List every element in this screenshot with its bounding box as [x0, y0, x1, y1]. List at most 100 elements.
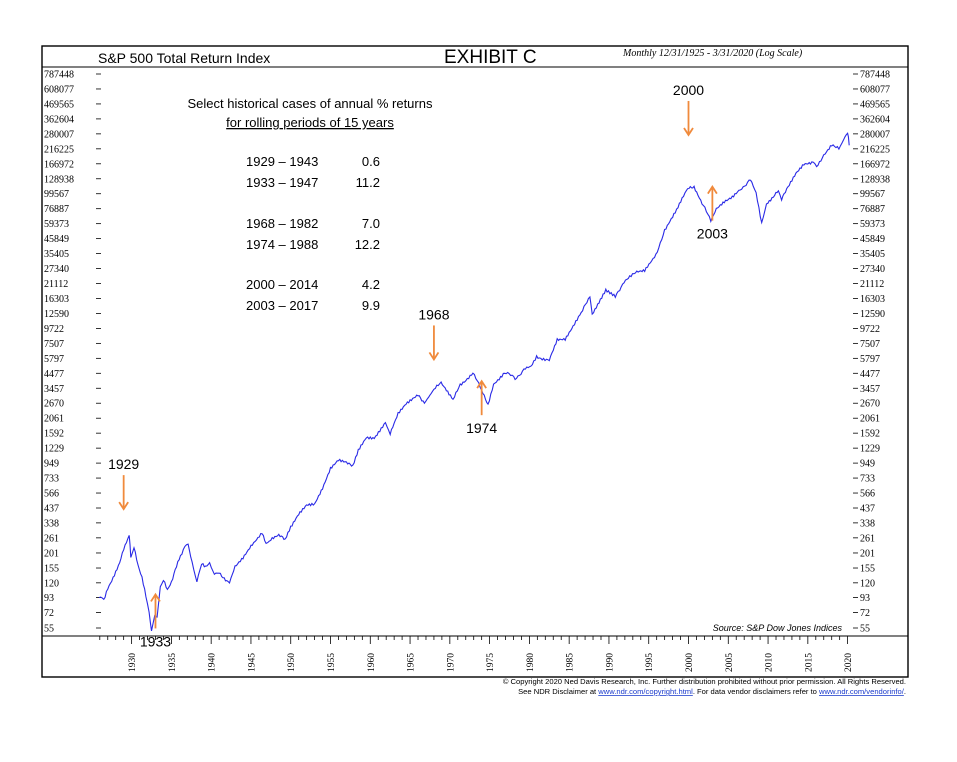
chart-title: S&P 500 Total Return Index	[98, 50, 270, 66]
y-tick-label-right: 261	[860, 533, 875, 544]
callout-label: 1968	[418, 306, 449, 322]
footer-disclaimer: See NDR Disclaimer at www.ndr.com/copyri…	[518, 687, 906, 696]
x-tick-label: 1955	[327, 653, 337, 672]
y-tick-label-right: 566	[860, 489, 875, 500]
y-tick-label-left: 166972	[44, 159, 74, 170]
x-tick-label: 1990	[605, 653, 615, 672]
case-value: 7.0	[362, 216, 380, 231]
y-tick-label-left: 45849	[44, 234, 69, 245]
x-tick-label: 1945	[247, 653, 257, 672]
y-tick-label-left: 72	[44, 608, 54, 619]
y-tick-label-left: 201	[44, 548, 59, 559]
callout-arrow-head	[683, 127, 694, 137]
callout-2000: 2000	[673, 82, 704, 137]
case-period: 1933 – 1947	[246, 175, 318, 190]
y-tick-label-left: 437	[44, 504, 59, 515]
callout-label: 2003	[697, 226, 728, 242]
case-period: 1929 – 1943	[246, 154, 318, 169]
callout-label: 2000	[673, 82, 704, 98]
y-tick-label-left: 55	[44, 624, 54, 635]
callout-arrow-head	[428, 351, 440, 362]
y-tick-label-right: 35405	[860, 249, 885, 260]
case-value: 11.2	[356, 175, 380, 190]
x-axis: 1930 1935 1940 1945 1950 1955 1960 1965 1970 1975…	[99, 636, 854, 672]
footer-disclaimer-mid: . For data vendor disclaimers refer to	[693, 687, 819, 696]
y-tick-label-right: 201	[860, 548, 875, 559]
y-tick-label-right: 7507	[860, 339, 880, 350]
source-label: Source: S&P Dow Jones Indices	[713, 623, 843, 633]
footer-link-vendorinfo[interactable]: www.ndr.com/vendorinfo/	[818, 687, 905, 696]
x-tick-label: 1985	[566, 653, 576, 672]
annotation-box: Select historical cases of annual % retu…	[188, 96, 433, 313]
y-tick-label-left: 733	[44, 474, 59, 485]
y-tick-label-right: 787448	[860, 70, 890, 81]
case-period: 2003 – 2017	[246, 298, 318, 313]
y-tick-label-right: 949	[860, 459, 875, 470]
y-tick-label-right: 12590	[860, 309, 885, 320]
y-tick-label-left: 5797	[44, 354, 64, 365]
y-tick-label-right: 155	[860, 564, 875, 575]
callout-arrow-head	[476, 379, 487, 389]
y-tick-label-right: 1592	[860, 429, 880, 440]
y-tick-label-right: 5797	[860, 354, 880, 365]
y-tick-label-left: 566	[44, 489, 59, 500]
x-tick-label: 2020	[844, 653, 854, 672]
x-tick-label: 1970	[446, 653, 456, 672]
y-tick-label-right: 76887	[860, 204, 885, 215]
callout-1933: 1933	[140, 592, 171, 649]
y-tick-label-right: 99567	[860, 189, 885, 200]
y-tick-label-right: 16303	[860, 294, 885, 305]
x-tick-label: 1960	[367, 653, 377, 672]
y-axis-right: 55 72 93 120 155 201 261 338 437 566 733 949 1229 159…	[853, 70, 890, 635]
x-tick-label: 2010	[765, 653, 775, 672]
callout-1968: 1968	[418, 306, 450, 362]
y-tick-label-right: 338	[860, 518, 875, 529]
callout-label: 1933	[140, 633, 171, 649]
y-tick-label-left: 280007	[44, 129, 74, 140]
exhibit-label: EXHIBIT C	[444, 47, 537, 68]
series-line	[98, 132, 850, 632]
callout-1929: 1929	[108, 456, 139, 511]
case-period: 1968 – 1982	[246, 216, 318, 231]
callout-1974: 1974	[466, 379, 497, 436]
y-tick-label-right: 733	[860, 474, 875, 485]
footer-link-copyright[interactable]: www.ndr.com/copyright.html	[597, 687, 693, 696]
y-axis-left: 55 72 93 120 155 201 261 338 437 566 733 949 1229 159…	[44, 70, 101, 635]
period-label: Monthly 12/31/1925 - 3/31/2020 (Log Scal…	[622, 48, 803, 59]
y-tick-label-left: 608077	[44, 84, 74, 95]
callout-arrow-head	[118, 501, 129, 511]
y-tick-label-right: 4477	[860, 369, 880, 380]
y-tick-label-right: 128938	[860, 174, 890, 185]
y-tick-label-right: 59373	[860, 219, 885, 230]
y-tick-label-left: 21112	[44, 279, 68, 290]
y-tick-label-right: 45849	[860, 234, 885, 245]
x-tick-label: 2000	[685, 653, 695, 672]
footer-disclaimer-prefix: See NDR Disclaimer at	[518, 687, 598, 696]
y-tick-label-right: 608077	[860, 84, 890, 95]
y-tick-label-left: 787448	[44, 70, 74, 81]
y-tick-label-left: 338	[44, 518, 59, 529]
y-tick-label-left: 216225	[44, 144, 74, 155]
y-tick-label-left: 3457	[44, 384, 64, 395]
x-tick-label: 2005	[725, 653, 735, 672]
y-tick-label-right: 93	[860, 593, 870, 604]
y-tick-label-right: 437	[860, 504, 875, 515]
y-tick-label-left: 27340	[44, 264, 69, 275]
y-tick-label-left: 128938	[44, 174, 74, 185]
y-tick-label-right: 27340	[860, 264, 885, 275]
callout-2003: 2003	[697, 184, 728, 242]
y-tick-label-right: 120	[860, 578, 875, 589]
callout-label: 1929	[108, 456, 139, 472]
y-tick-label-left: 76887	[44, 204, 69, 215]
case-period: 2000 – 2014	[246, 277, 318, 292]
y-tick-label-right: 55	[860, 624, 870, 635]
y-tick-label-right: 1229	[860, 444, 880, 455]
x-tick-label: 1940	[208, 653, 218, 672]
y-tick-label-right: 362604	[860, 114, 890, 125]
annotation-heading-2: for rolling periods of 15 years	[226, 115, 394, 130]
y-tick-label-left: 12590	[44, 309, 69, 320]
callout-arrow-head	[707, 184, 718, 195]
y-tick-label-right: 21112	[860, 279, 884, 290]
footer-copyright: © Copyright 2020 Ned Davis Research, Inc…	[503, 677, 906, 686]
